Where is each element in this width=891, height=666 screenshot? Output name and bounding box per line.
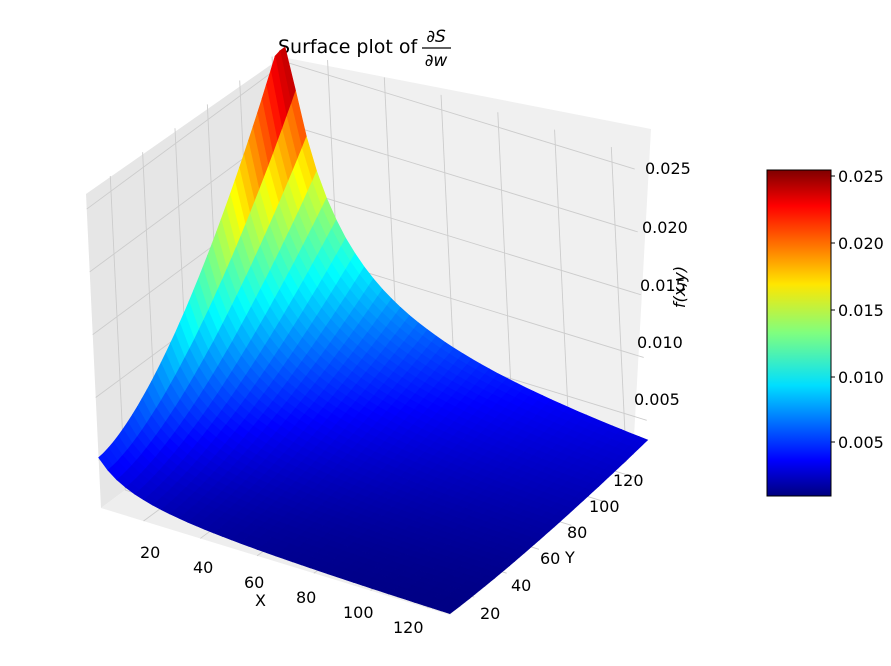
chart-title: Surface plot of ∂S ∂w: [278, 27, 451, 71]
gridline: [285, 61, 635, 170]
colorbar-tick-label: 0.015: [838, 301, 884, 320]
y-tick-label: 20: [480, 604, 500, 623]
gridline: [288, 124, 638, 233]
x-tick-label: 20: [140, 543, 160, 562]
surface-patch: [440, 606, 456, 615]
x-axis-label: X: [255, 591, 266, 610]
gridline: [86, 61, 286, 210]
colorbar-tick-label: 0.020: [838, 234, 884, 253]
z-tick-label: 0.025: [645, 159, 691, 178]
x-tick-label: 60: [244, 573, 264, 592]
title-fraction-numerator: ∂S: [426, 27, 446, 47]
x-tick-label: 80: [296, 588, 316, 607]
gridline: [554, 129, 571, 444]
z-axis-label: f(x,y): [670, 266, 689, 308]
x-tick-label: 40: [193, 558, 213, 577]
y-tick-label: 60: [540, 549, 560, 568]
axis-ticks: 20 40 60 80 100 120 X 20 40 60 80 100 12…: [140, 159, 691, 637]
y-tick-label: 40: [511, 576, 531, 595]
colorbar-ticks: [831, 175, 835, 443]
y-tick-label: 120: [613, 471, 644, 490]
colorbar: 0.005 0.010 0.015 0.020 0.025: [766, 167, 884, 497]
surface-mesh: [98, 46, 649, 615]
x-tick-label: 100: [343, 603, 374, 622]
y-axis-label: Y: [564, 548, 575, 567]
gridline: [497, 112, 514, 427]
z-tick-label: 0.020: [642, 218, 688, 237]
gridline: [610, 147, 627, 462]
colorbar-gradient: [766, 169, 832, 497]
y-tick-label: 80: [567, 523, 587, 542]
title-text: Surface plot of: [278, 36, 418, 58]
colorbar-tick-label: 0.025: [838, 167, 884, 186]
z-tick-label: 0.015: [640, 276, 686, 295]
title-fraction-denominator: ∂w: [425, 51, 448, 71]
gridline: [291, 187, 641, 296]
colorbar-tick-label: 0.005: [838, 433, 884, 452]
z-tick-label: 0.010: [637, 333, 683, 352]
x-tick-label: 120: [393, 618, 424, 637]
colorbar-tick-label: 0.010: [838, 368, 884, 387]
z-tick-label: 0.005: [634, 390, 680, 409]
y-tick-label: 100: [589, 497, 620, 516]
